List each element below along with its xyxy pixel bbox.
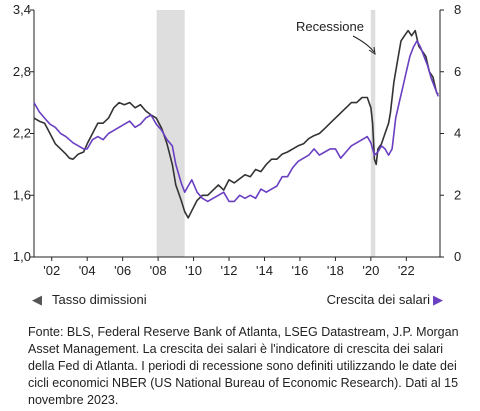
x-tick-label: '14 (256, 263, 273, 278)
left-y-tick-label: 1,0 (13, 249, 31, 264)
x-tick-label: '02 (43, 263, 60, 278)
x-tick-label: '22 (398, 263, 415, 278)
legend: ◀ Tasso dimissioni Crescita dei salari ▶ (32, 292, 443, 307)
annotation-layer: Recessione (296, 19, 376, 56)
x-tick-label: '12 (221, 263, 238, 278)
recession-band-0 (156, 10, 185, 257)
left-y-tick-label: 2,8 (13, 64, 31, 79)
axes: 1,0 1,6 2,2 2,8 3,4 0 2 4 6 8 '02 '04 '06 '08 '10 '12 '1… (13, 2, 461, 278)
x-tick-label: '10 (185, 263, 202, 278)
recession-shading-layer (156, 10, 376, 257)
x-tick-label: '04 (79, 263, 96, 278)
right-y-tick-label: 0 (454, 249, 461, 264)
recession-annotation-arrowhead (368, 46, 376, 56)
left-y-tick-label: 2,2 (13, 126, 31, 141)
series-line-crescita-salari (33, 40, 439, 203)
legend-right-label: Crescita dei salari (327, 292, 430, 307)
recession-annotation-arrow (352, 35, 375, 53)
right-y-tick-label: 2 (454, 187, 461, 202)
right-y-tick-label: 6 (454, 64, 461, 79)
legend-right-marker: ▶ (433, 292, 443, 307)
legend-left-marker: ◀ (32, 292, 42, 307)
chart-container: 1,0 1,6 2,2 2,8 3,4 0 2 4 6 8 '02 '04 '06 '08 '10 '12 '1… (13, 2, 461, 307)
series-line-tasso-dimissioni (33, 29, 439, 219)
x-tick-label: '18 (327, 263, 344, 278)
source-footnote: Fonte: BLS, Federal Reserve Bank of Atla… (28, 325, 459, 407)
series-layer (33, 29, 439, 219)
line-chart: 1,0 1,6 2,2 2,8 3,4 0 2 4 6 8 '02 '04 '06 '08 '10 '12 '1… (13, 2, 461, 307)
right-y-tick-label: 8 (454, 2, 461, 17)
right-y-tick-label: 4 (454, 126, 461, 141)
x-tick-label: '20 (362, 263, 379, 278)
left-y-tick-label: 1,6 (13, 187, 31, 202)
x-tick-label: '16 (291, 263, 308, 278)
x-tick-label: '08 (150, 263, 167, 278)
recession-annotation-label: Recessione (296, 19, 364, 34)
x-tick-label: '06 (114, 263, 131, 278)
legend-left-label: Tasso dimissioni (52, 292, 147, 307)
left-y-tick-label: 3,4 (13, 2, 31, 17)
